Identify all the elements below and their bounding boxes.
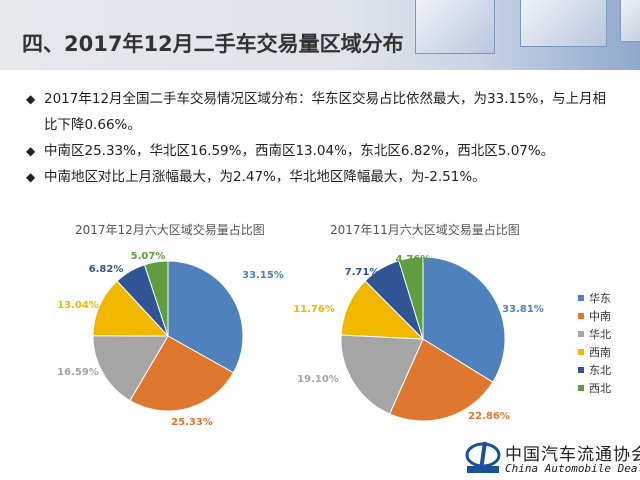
- data-label: 6.82%: [89, 264, 124, 275]
- data-label: 25.33%: [171, 417, 213, 428]
- pie-slice-中南: [388, 338, 494, 422]
- bullet-item: ◆ 2017年12月全国二手车交易情况区域分布：华东区交易占比依然最大，为33.1…: [26, 86, 606, 138]
- logo-cn-text: 中国汽车流通协会: [505, 445, 640, 465]
- legend-item: 华北: [578, 325, 611, 343]
- legend-item: 西北: [578, 379, 611, 397]
- data-label: 19.10%: [297, 374, 339, 385]
- chart-title-dec: 2017年12月六大区域交易量占比图: [75, 223, 265, 237]
- legend-item: 东北: [578, 361, 611, 379]
- cada-logo: 中国汽车流通协会 China Automobile Dealers: [465, 440, 640, 478]
- diamond-icon: ◆: [26, 170, 36, 184]
- header-banner: [0, 0, 640, 70]
- pie-slice-西南: [92, 280, 170, 337]
- legend-swatch: [578, 295, 584, 301]
- diamond-icon: ◆: [26, 144, 36, 158]
- legend-item: 华东: [578, 289, 611, 307]
- data-label: 33.15%: [242, 270, 284, 281]
- legend-item: 西南: [578, 343, 611, 361]
- cada-emblem-icon: [465, 441, 501, 473]
- bullet-list: ◆ 2017年12月全国二手车交易情况区域分布：华东区交易占比依然最大，为33.1…: [26, 86, 606, 190]
- data-label: 5.07%: [131, 251, 166, 262]
- data-label: 33.81%: [502, 304, 544, 315]
- data-label: 22.86%: [468, 411, 510, 422]
- decorative-box: [415, 0, 495, 54]
- logo-en-text: China Automobile Dealers: [505, 462, 640, 475]
- diamond-icon: ◆: [26, 92, 36, 106]
- pie-slice-西南: [340, 280, 425, 340]
- legend-swatch: [578, 349, 584, 355]
- decorative-box: [620, 0, 640, 42]
- pie-slice-华东: [167, 260, 244, 374]
- pie-slice-西北: [398, 256, 424, 340]
- legend-swatch: [578, 385, 584, 391]
- chart-legend: 华东 中南 华北 西南 东北 西北: [578, 289, 611, 397]
- pie-slice-中南: [129, 335, 235, 412]
- legend-swatch: [578, 331, 584, 337]
- page-title: 四、2017年12月二手车交易量区域分布: [22, 32, 404, 56]
- data-label: 11.76%: [293, 304, 335, 315]
- chart-title-nov: 2017年11月六大区域交易量占比图: [330, 223, 520, 237]
- data-label: 13.04%: [57, 300, 99, 311]
- legend-swatch: [578, 313, 584, 319]
- pie-slice-西北: [143, 260, 169, 337]
- data-label: 7.71%: [345, 267, 380, 278]
- data-label: 4.76%: [396, 254, 431, 265]
- decorative-box: [520, 0, 607, 47]
- bullet-item: ◆ 中南地区对比上月涨幅最大，为2.47%，华北地区降幅最大，为-2.51%。: [26, 164, 606, 190]
- data-label: 16.59%: [57, 367, 99, 378]
- legend-swatch: [578, 367, 584, 373]
- pie-slice-华东: [422, 256, 506, 383]
- pie-slice-华北: [340, 334, 424, 415]
- legend-item: 中南: [578, 307, 611, 325]
- bullet-item: ◆ 中南区25.33%，华北区16.59%，西南区13.04%，东北区6.82%，…: [26, 138, 606, 164]
- pie-slice-华北: [92, 335, 169, 402]
